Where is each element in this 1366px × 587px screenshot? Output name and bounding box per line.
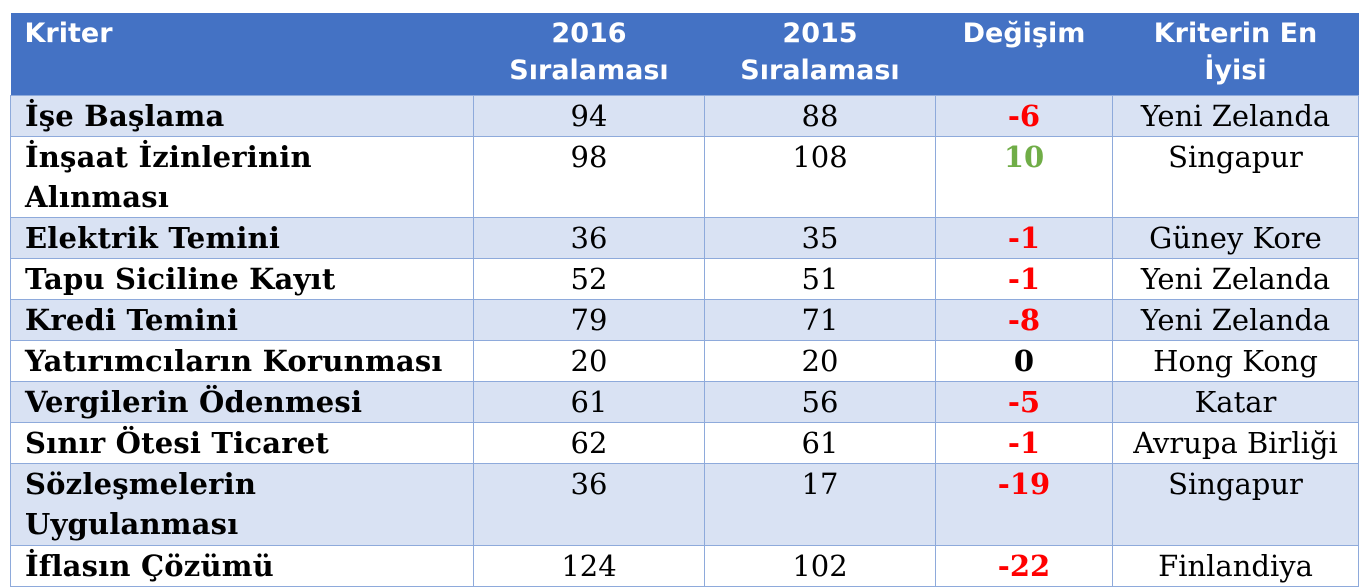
table-body: İşe Başlama 94 88 -6 Yeni Zelanda İnşaat İzin… bbox=[10, 95, 1359, 587]
criterion-name: Elektrik Temini bbox=[10, 217, 474, 259]
header-degisim: Değişim bbox=[935, 13, 1113, 96]
rank-2016: 94 bbox=[473, 95, 705, 137]
rank-2016: 36 bbox=[473, 217, 705, 259]
change-value: -5 bbox=[935, 381, 1113, 423]
criterion-name: Sınır Ötesi Ticaret bbox=[10, 422, 474, 464]
table-row: Tapu Siciline Kayıt 52 51 -1 Yeni Zelanda bbox=[10, 258, 1359, 300]
rank-2015: 88 bbox=[704, 95, 936, 137]
rank-2016: 124 bbox=[473, 545, 705, 587]
rank-2015: 61 bbox=[704, 422, 936, 464]
criterion-name: Sözleşmelerin Uygulanması bbox=[10, 463, 474, 546]
best-country: Avrupa Birliği bbox=[1112, 422, 1359, 464]
criterion-name: Kredi Temini bbox=[10, 299, 474, 341]
rank-2016: 62 bbox=[473, 422, 705, 464]
best-country: Katar bbox=[1112, 381, 1359, 423]
criterion-name: İşe Başlama bbox=[10, 95, 474, 137]
rank-2016: 79 bbox=[473, 299, 705, 341]
table-row: İşe Başlama 94 88 -6 Yeni Zelanda bbox=[10, 95, 1359, 137]
rank-2015: 102 bbox=[704, 545, 936, 587]
table-row: Kredi Temini 79 71 -8 Yeni Zelanda bbox=[10, 299, 1359, 341]
rank-2016: 36 bbox=[473, 463, 705, 546]
criterion-name: Tapu Siciline Kayıt bbox=[10, 258, 474, 300]
rank-2015: 71 bbox=[704, 299, 936, 341]
header-en-iyisi: Kriterin En İyisi bbox=[1112, 13, 1359, 96]
header-kriter: Kriter bbox=[10, 13, 474, 96]
best-country: Singapur bbox=[1112, 463, 1359, 546]
table-row: Yatırımcıların Korunması 20 20 0 Hong Kong bbox=[10, 340, 1359, 382]
change-value: 10 bbox=[935, 136, 1113, 218]
rank-2016: 52 bbox=[473, 258, 705, 300]
rank-2015: 56 bbox=[704, 381, 936, 423]
rank-2015: 35 bbox=[704, 217, 936, 259]
criterion-name: Yatırımcıların Korunması bbox=[10, 340, 474, 382]
best-country: Yeni Zelanda bbox=[1112, 258, 1359, 300]
ranking-table: Kriter 2016 Sıralaması 2015 Sıralaması D… bbox=[10, 13, 1359, 587]
change-value: -19 bbox=[935, 463, 1113, 546]
best-country: Güney Kore bbox=[1112, 217, 1359, 259]
criterion-name: Vergilerin Ödenmesi bbox=[10, 381, 474, 423]
ranking-table-container: Kriter 2016 Sıralaması 2015 Sıralaması D… bbox=[10, 13, 1359, 587]
change-value: -1 bbox=[935, 422, 1113, 464]
best-country: Singapur bbox=[1112, 136, 1359, 218]
table-row: Sınır Ötesi Ticaret 62 61 -1 Avrupa Birliği bbox=[10, 422, 1359, 464]
rank-2015: 108 bbox=[704, 136, 936, 218]
table-row: Elektrik Temini 36 35 -1 Güney Kore bbox=[10, 217, 1359, 259]
criterion-name: İflasın Çözümü bbox=[10, 545, 474, 587]
change-value: 0 bbox=[935, 340, 1113, 382]
best-country: Yeni Zelanda bbox=[1112, 299, 1359, 341]
rank-2015: 17 bbox=[704, 463, 936, 546]
change-value: -1 bbox=[935, 258, 1113, 300]
header-2016: 2016 Sıralaması bbox=[473, 13, 705, 96]
best-country: Yeni Zelanda bbox=[1112, 95, 1359, 137]
change-value: -6 bbox=[935, 95, 1113, 137]
best-country: Hong Kong bbox=[1112, 340, 1359, 382]
table-row: Sözleşmelerin Uygulanması 36 17 -19 Singapur bbox=[10, 463, 1359, 546]
table-row: İnşaat İzinlerinin Alınması 98 108 10 Singap… bbox=[10, 136, 1359, 218]
table-row: İflasın Çözümü 124 102 -22 Finlandiya bbox=[10, 545, 1359, 587]
rank-2016: 98 bbox=[473, 136, 705, 218]
rank-2016: 61 bbox=[473, 381, 705, 423]
best-country: Finlandiya bbox=[1112, 545, 1359, 587]
header-2015: 2015 Sıralaması bbox=[704, 13, 936, 96]
rank-2015: 51 bbox=[704, 258, 936, 300]
rank-2015: 20 bbox=[704, 340, 936, 382]
table-header-row: Kriter 2016 Sıralaması 2015 Sıralaması D… bbox=[10, 13, 1359, 96]
change-value: -8 bbox=[935, 299, 1113, 341]
table-row: Vergilerin Ödenmesi 61 56 -5 Katar bbox=[10, 381, 1359, 423]
criterion-name: İnşaat İzinlerinin Alınması bbox=[10, 136, 474, 218]
change-value: -22 bbox=[935, 545, 1113, 587]
rank-2016: 20 bbox=[473, 340, 705, 382]
change-value: -1 bbox=[935, 217, 1113, 259]
